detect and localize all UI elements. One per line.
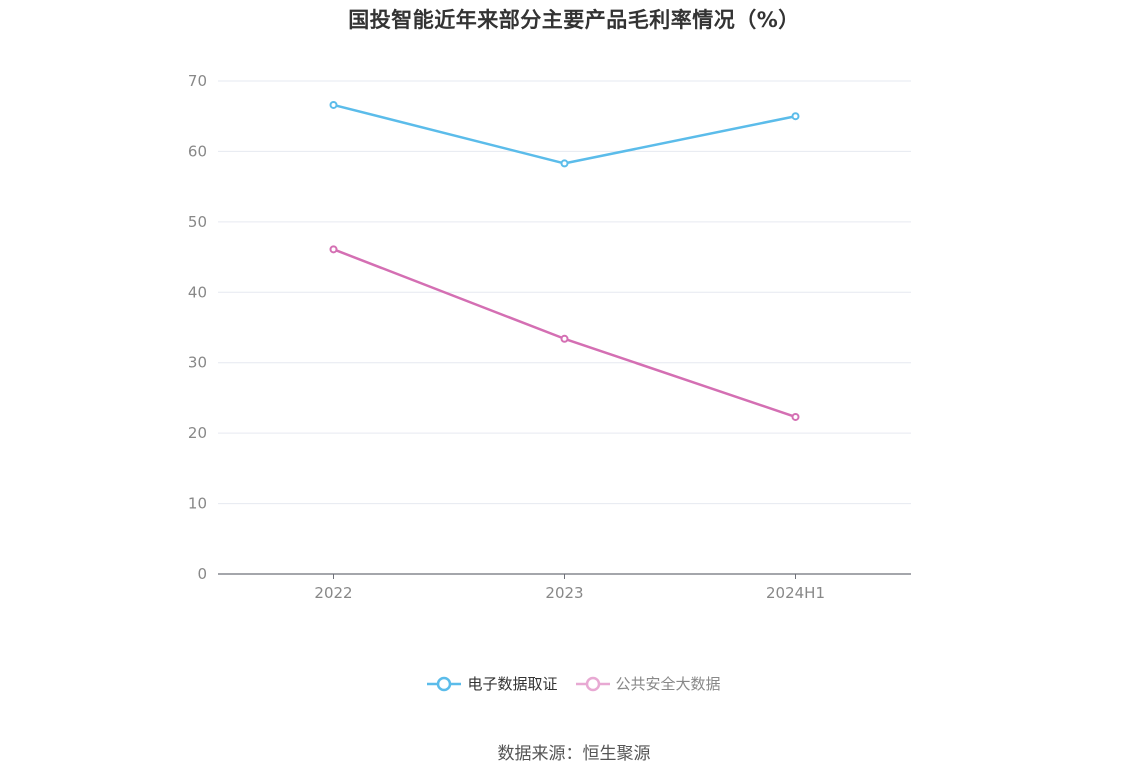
y-tick-label: 60 <box>188 142 207 160</box>
legend-label: 公共安全大数据 <box>615 675 721 693</box>
y-tick-label: 40 <box>188 283 207 301</box>
data-point <box>329 100 338 109</box>
x-tick-label: 2023 <box>545 584 583 602</box>
data-point <box>329 245 338 254</box>
series-1 <box>329 245 800 421</box>
series-line <box>333 103 796 165</box>
grid-lines <box>218 80 911 505</box>
x-tick-label: 2022 <box>314 584 352 602</box>
x-axis: 2022 2023 2024H1 <box>218 573 911 602</box>
y-tick-label: 70 <box>188 72 207 90</box>
data-source: 数据来源：恒生聚源 <box>497 744 651 764</box>
y-tick-label: 0 <box>197 565 207 583</box>
legend-marker-icon <box>427 676 462 691</box>
data-point <box>791 112 800 121</box>
y-tick-label: 20 <box>188 424 207 442</box>
y-tick-label: 30 <box>188 354 207 372</box>
y-tick-label: 10 <box>188 495 207 513</box>
legend-item-public-security-big-data[interactable]: 公共安全大数据 <box>575 673 721 694</box>
legend-label: 电子数据取证 <box>467 675 558 693</box>
chart-title: 国投智能近年来部分主要产品毛利率情况（%） <box>348 8 800 32</box>
legend-item-electronic-forensics[interactable]: 电子数据取证 <box>427 673 558 694</box>
legend-marker-icon <box>575 676 610 691</box>
series-0 <box>329 100 800 168</box>
y-axis: 0 10 20 30 40 50 60 70 <box>188 72 207 583</box>
data-point <box>791 412 800 421</box>
legend: 电子数据取证 公共安全大数据 <box>0 673 1148 694</box>
data-point <box>560 159 569 168</box>
data-point <box>560 334 569 343</box>
y-tick-label: 50 <box>188 213 207 231</box>
x-tick-label: 2024H1 <box>766 584 825 602</box>
series-layer <box>329 100 800 421</box>
series-line <box>333 248 796 419</box>
